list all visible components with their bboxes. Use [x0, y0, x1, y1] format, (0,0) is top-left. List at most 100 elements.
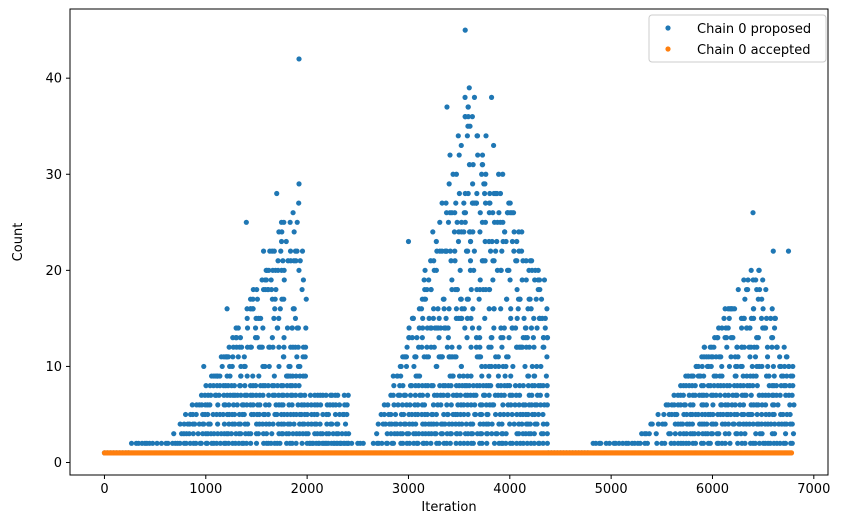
proposed-point [454, 219, 460, 225]
proposed-point [438, 402, 444, 408]
proposed-point [747, 354, 753, 360]
proposed-point [519, 229, 525, 235]
proposed-point [203, 383, 209, 389]
proposed-point [400, 383, 406, 389]
proposed-point [193, 411, 199, 418]
proposed-point [728, 411, 734, 418]
proposed-point [292, 315, 299, 321]
proposed-point [490, 277, 496, 283]
proposed-point [317, 421, 323, 427]
proposed-point [289, 402, 295, 408]
proposed-point [370, 440, 376, 446]
proposed-point [512, 383, 519, 389]
proposed-point [221, 421, 228, 427]
proposed-point [299, 440, 305, 446]
proposed-point [260, 421, 266, 427]
proposed-point [258, 315, 264, 321]
proposed-point [787, 402, 793, 408]
proposed-point [177, 421, 183, 427]
proposed-point [263, 431, 270, 437]
proposed-point [323, 392, 329, 398]
proposed-point [490, 142, 497, 149]
proposed-point [499, 248, 505, 254]
proposed-point [336, 402, 343, 408]
proposed-point [519, 277, 525, 283]
proposed-point [522, 402, 528, 408]
proposed-point [491, 440, 498, 446]
proposed-point [787, 411, 793, 418]
proposed-point [278, 238, 285, 245]
proposed-point [436, 335, 442, 341]
proposed-point [466, 162, 473, 168]
proposed-point [522, 363, 528, 370]
proposed-point [479, 373, 485, 379]
proposed-point [426, 277, 432, 283]
proposed-point [402, 421, 409, 427]
proposed-point [734, 344, 740, 350]
proposed-point [735, 440, 741, 446]
proposed-point [273, 286, 279, 293]
proposed-point [525, 383, 531, 389]
proposed-point [234, 402, 240, 408]
proposed-point [763, 315, 770, 321]
proposed-point [606, 440, 613, 446]
proposed-point [537, 392, 543, 398]
proposed-point [703, 402, 710, 408]
proposed-point [470, 383, 476, 389]
proposed-point [393, 421, 400, 427]
proposed-point [672, 431, 678, 437]
proposed-point [294, 354, 300, 360]
proposed-point [682, 402, 688, 408]
proposed-point [199, 402, 205, 408]
accepted-point [788, 450, 795, 456]
proposed-point [225, 354, 231, 360]
proposed-point [486, 373, 492, 379]
proposed-point [243, 219, 249, 225]
proposed-point [501, 411, 507, 418]
proposed-point [773, 392, 780, 398]
proposed-point [484, 440, 490, 446]
proposed-point [508, 402, 514, 408]
proposed-point [544, 431, 550, 437]
proposed-point [280, 431, 286, 437]
proposed-point [766, 373, 772, 379]
proposed-point [726, 363, 733, 370]
proposed-point [684, 411, 690, 418]
proposed-point [272, 392, 278, 398]
proposed-point [503, 363, 509, 370]
proposed-point [419, 392, 426, 398]
proposed-point [313, 421, 319, 427]
y-tick-label: 10 [45, 360, 62, 375]
proposed-point [536, 440, 542, 446]
proposed-point [543, 373, 549, 379]
proposed-point [713, 392, 719, 398]
proposed-point [231, 383, 238, 389]
proposed-point [430, 402, 437, 408]
legend-label-proposed: Chain 0 proposed [697, 22, 811, 37]
proposed-point [215, 421, 221, 427]
proposed-point [772, 421, 778, 427]
proposed-point [248, 440, 254, 446]
proposed-point [471, 267, 477, 273]
proposed-point [500, 219, 506, 225]
proposed-point [324, 421, 330, 427]
proposed-point [453, 354, 459, 360]
proposed-point [771, 325, 778, 331]
proposed-point [470, 421, 476, 427]
proposed-point [227, 373, 233, 379]
proposed-point [653, 431, 659, 437]
proposed-point [531, 344, 537, 350]
proposed-point [737, 421, 743, 427]
proposed-point [407, 392, 414, 398]
proposed-point [238, 431, 244, 437]
proposed-point [260, 248, 267, 254]
proposed-point [534, 402, 540, 408]
proposed-point [253, 392, 259, 398]
proposed-point [482, 200, 489, 206]
proposed-point [746, 344, 752, 350]
proposed-point [293, 258, 299, 264]
proposed-point [465, 411, 471, 418]
proposed-point [686, 392, 692, 398]
proposed-point [494, 238, 500, 245]
